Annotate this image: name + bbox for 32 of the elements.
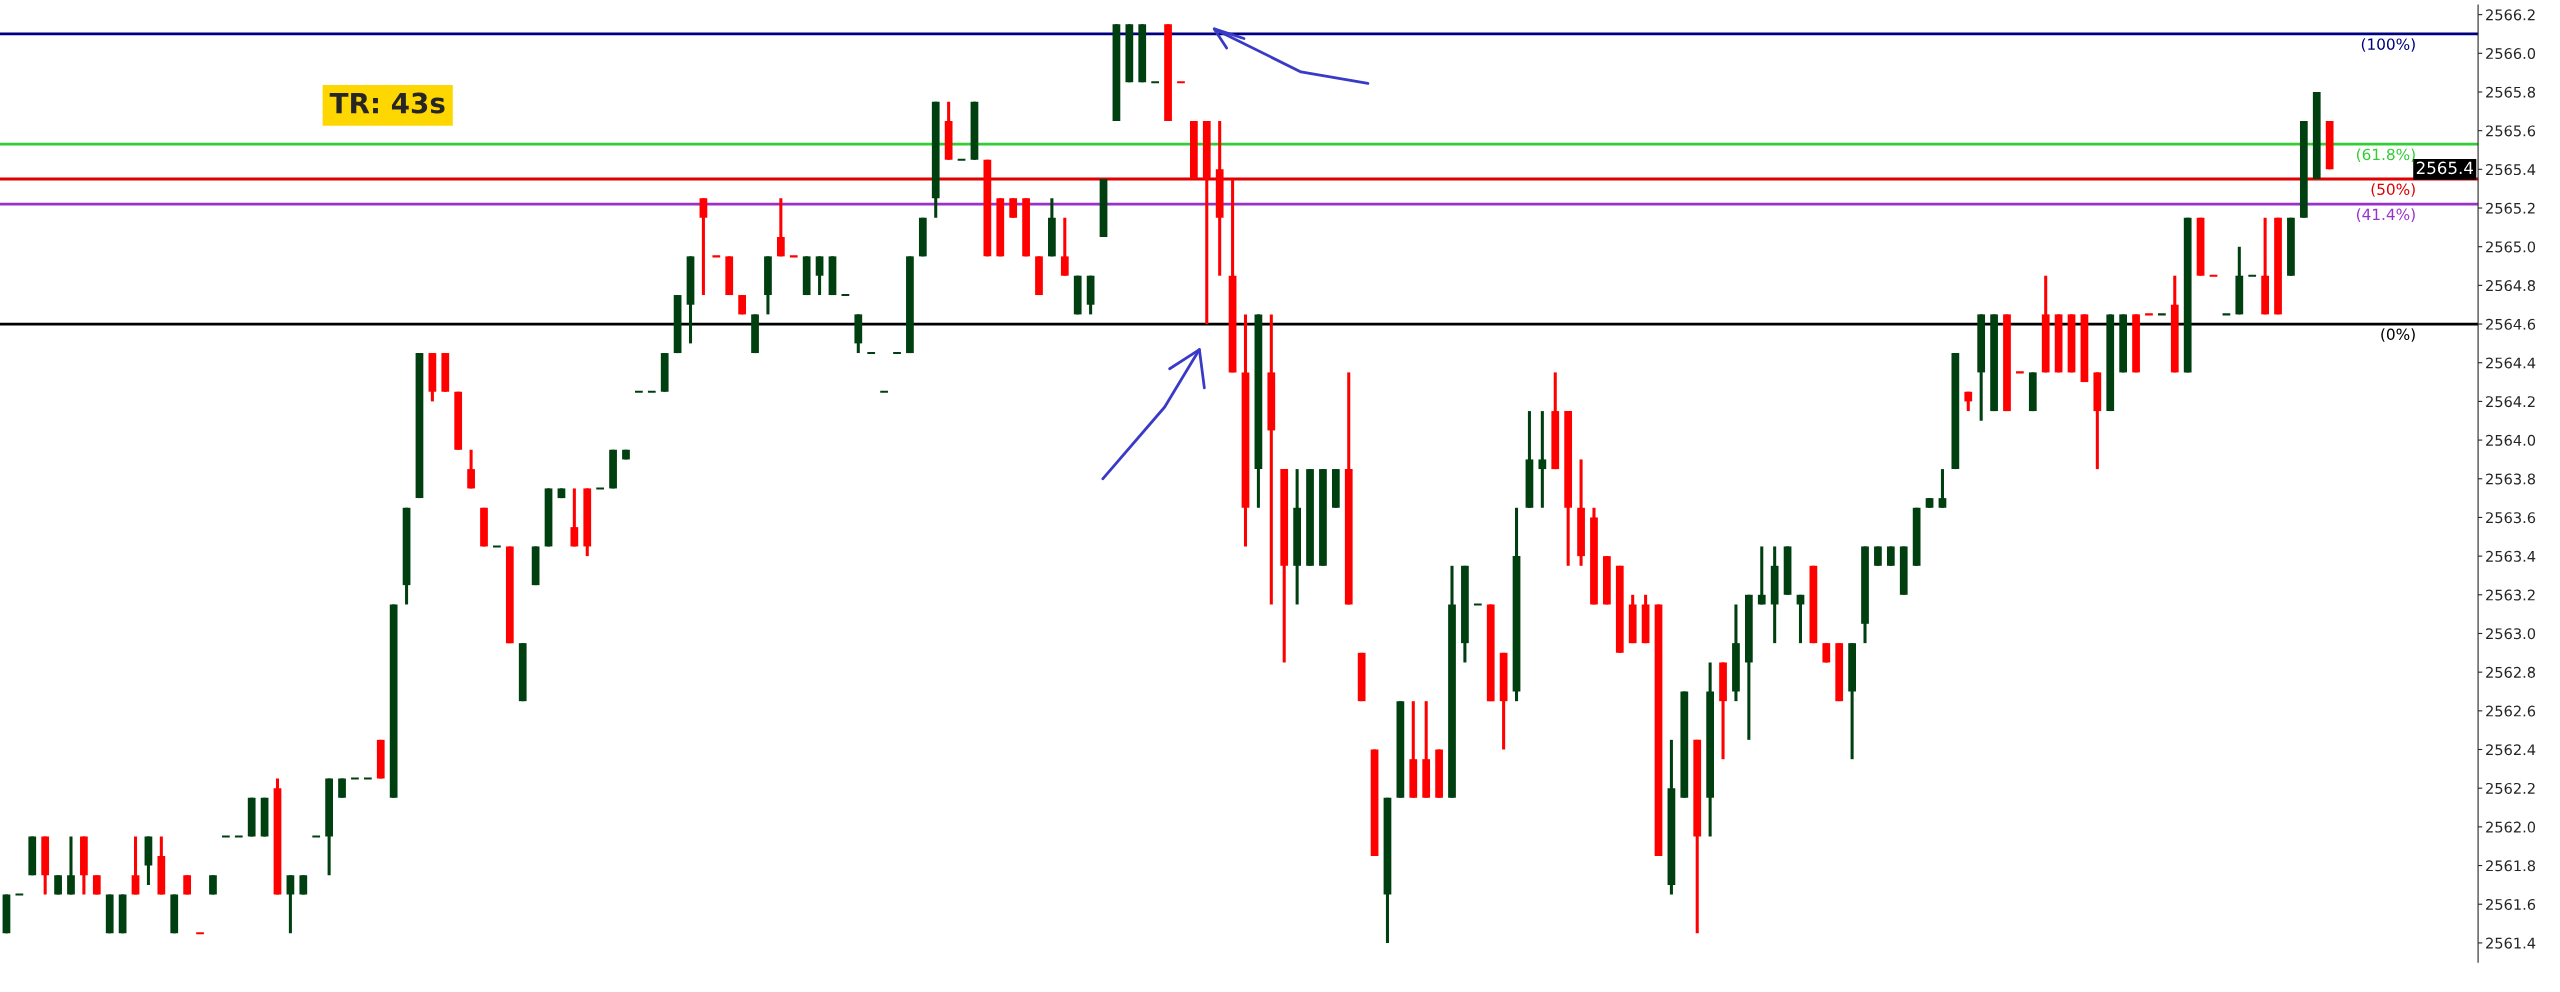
y-tick-label: 2561.6 [2486, 898, 2536, 910]
y-tick-label: 2564.2 [2486, 396, 2535, 408]
y-tick-label: 2566.0 [2486, 48, 2536, 60]
annotation: (100%) [2361, 38, 2415, 52]
y-tick-label: 2562.8 [2486, 666, 2536, 678]
y-tick-label: 2566.2 [2486, 9, 2535, 21]
annotation: TR: 43s [329, 92, 445, 114]
y-tick-label: 2563.6 [2486, 512, 2536, 524]
y-tick-label: 2564.0 [2486, 434, 2536, 446]
annotation: (61.8%) [2356, 148, 2415, 162]
y-tick-label: 2562.0 [2486, 821, 2536, 833]
annotation: 2565.4 [2416, 161, 2473, 175]
y-tick-label: 2563.0 [2486, 628, 2536, 640]
y-tick-label: 2564.6 [2486, 318, 2536, 330]
y-tick-label: 2564.8 [2486, 280, 2536, 292]
annotation: (41.4%) [2356, 208, 2415, 222]
y-tick-label: 2562.6 [2486, 705, 2536, 717]
annotation: (0%) [2381, 328, 2415, 342]
y-tick-label: 2564.4 [2486, 357, 2536, 369]
y-tick-label: 2565.0 [2486, 241, 2536, 253]
annotation: (50%) [2371, 183, 2415, 197]
y-tick-label: 2561.8 [2486, 860, 2536, 872]
y-tick-label: 2565.2 [2486, 202, 2535, 214]
y-tick-label: 2561.4 [2486, 937, 2536, 949]
y-tick-label: 2563.2 [2486, 589, 2535, 601]
y-tick-label: 2562.2 [2486, 782, 2535, 794]
y-tick-label: 2565.4 [2486, 164, 2536, 176]
y-tick-label: 2562.4 [2486, 744, 2536, 756]
y-tick-label: 2565.6 [2486, 125, 2536, 137]
y-tick-label: 2563.8 [2486, 473, 2536, 485]
y-tick-label: 2563.4 [2486, 550, 2536, 562]
y-tick-label: 2565.8 [2486, 86, 2536, 98]
